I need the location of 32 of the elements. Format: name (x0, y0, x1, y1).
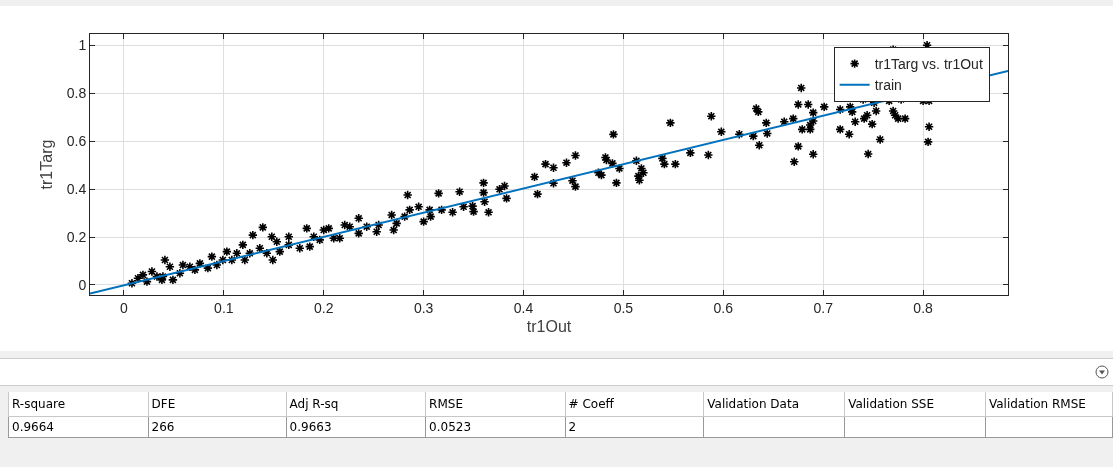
text: 266 (148, 416, 287, 438)
x-axis-title: tr1Out (526, 318, 572, 336)
legend-label: train (874, 77, 902, 94)
text: R-square (8, 392, 148, 417)
x-tick-label: 0.2 (314, 299, 334, 316)
text: Adj R-sq (286, 392, 426, 417)
text: 0.9664 (8, 416, 148, 438)
y-tick-label: 1 (78, 37, 87, 54)
y-tick-label: 0.2 (66, 228, 87, 245)
y-tick-label: 0.8 (66, 85, 87, 102)
x-tick-label: 0.3 (413, 299, 434, 316)
text: Validation RMSE (985, 392, 1113, 417)
text: Validation Data (703, 392, 845, 417)
y-tick-label: 0 (78, 276, 87, 293)
text: 0.9663 (286, 416, 426, 438)
text: 2 (565, 416, 704, 438)
text: DFE (148, 392, 287, 417)
text: RMSE (425, 392, 566, 417)
text: # Coeff (565, 392, 704, 417)
x-tick-label: 0 (120, 299, 129, 316)
x-tick-label: 0.4 (513, 299, 534, 316)
text: Validation SSE (844, 392, 986, 417)
x-tick-label: 0.5 (613, 299, 634, 316)
y-axis-title: tr1Targ (37, 139, 55, 190)
x-tick-label: 0.8 (913, 299, 934, 316)
y-tick-label: 0.6 (66, 133, 87, 150)
legend-label: tr1Targ vs. tr1Out (874, 56, 983, 73)
x-tick-label: 0.7 (813, 299, 834, 316)
y-tick-label: 0.4 (66, 180, 87, 197)
text: 0.0523 (425, 416, 566, 438)
x-tick-label: 0.6 (713, 299, 734, 316)
x-tick-label: 0.1 (214, 299, 234, 316)
